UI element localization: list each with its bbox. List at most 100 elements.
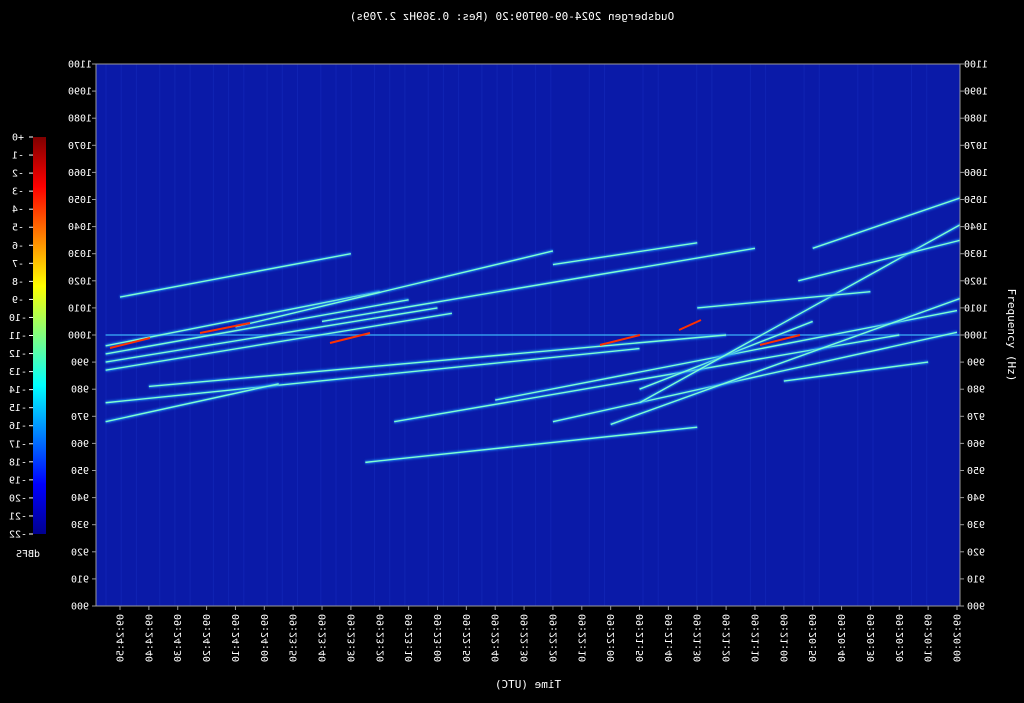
x-tick-label: 09:20:20 — [895, 614, 906, 662]
y-tick-label: 910 — [967, 574, 985, 585]
x-tick-label: 09:22:40 — [491, 614, 502, 662]
y-tick-label: 1050 — [964, 195, 988, 206]
colorbar-tick-label: -21 — [9, 511, 27, 522]
y-tick-label: 920 — [967, 547, 985, 558]
colorbar-tick-label: -17 — [9, 439, 27, 450]
meteor-trace — [105, 347, 640, 404]
x-tick-label: 09:24:10 — [231, 614, 242, 662]
y-tick-label: 980 — [71, 385, 89, 396]
colorbar-tick-label: -19 — [9, 475, 27, 486]
meteor-trace — [105, 383, 279, 423]
x-tick-label: 09:24:50 — [116, 614, 127, 662]
colorbar-ticks: +0 -1 -2 -3 -4 -5 -6 -7 -8 -9 -10 -11 -12 -13 -14 -15 -1… — [9, 133, 33, 541]
x-tick-label: 09:21:10 — [750, 614, 761, 662]
y-tick-label: 1050 — [68, 195, 92, 206]
x-tick-label: 09:20:10 — [924, 614, 935, 662]
x-tick-label: 09:21:40 — [664, 614, 675, 662]
meteor-trace — [321, 247, 756, 323]
meteor-trace — [697, 290, 871, 309]
colorbar-tick-label: -15 — [9, 403, 27, 414]
y-tick-label: 980 — [967, 385, 985, 396]
meteor-trace — [610, 297, 960, 426]
x-tick-label: 09:21:20 — [722, 614, 733, 662]
meteor-trace — [119, 253, 352, 298]
x-tick-label: 09:22:00 — [606, 614, 617, 662]
y-tick-label: 1060 — [68, 168, 92, 179]
meteor-trace — [639, 224, 960, 404]
colorbar-tick-label: -11 — [9, 331, 27, 342]
y-tick-label: 990 — [71, 358, 89, 369]
colorbar-tick-label: -5 — [12, 223, 24, 234]
y-tick-label: 940 — [71, 493, 89, 504]
high-intensity-spot — [759, 334, 801, 346]
y-tick-label: 1040 — [68, 222, 92, 233]
high-intensity-spot — [329, 332, 371, 344]
y-axis-left: 900 910 920 930 940 950 960 970 980 990 1000 1010 10… — [68, 60, 96, 613]
meteor-trace — [552, 242, 698, 266]
spectrogram-traces — [105, 64, 960, 606]
colorbar-tick-label: +0 — [12, 133, 24, 144]
high-intensity-spot — [599, 334, 641, 346]
x-tick-label: 09:23:20 — [375, 614, 386, 662]
high-intensity-spot — [199, 322, 251, 334]
colorbar-tick-label: -2 — [12, 169, 24, 180]
colorbar-tick-label: -9 — [12, 295, 24, 306]
y-tick-label: 1000 — [68, 331, 92, 342]
y-tick-label: 960 — [71, 439, 89, 450]
high-intensity-spot — [109, 337, 151, 349]
x-tick-label: 09:21:50 — [635, 614, 646, 662]
x-tick-label: 09:20:40 — [837, 614, 848, 662]
x-axis: 09:24:50 09:24:40 09:24:30 09:24:20 09:24:10… — [116, 606, 964, 662]
meteor-trace — [365, 426, 698, 464]
meteor-trace — [812, 197, 960, 249]
y-tick-label: 950 — [967, 466, 985, 477]
x-tick-label: 09:21:00 — [779, 614, 790, 662]
x-tick-label: 09:22:20 — [548, 614, 559, 662]
x-tick-label: 09:20:00 — [953, 614, 964, 662]
x-tick-label: 09:20:50 — [808, 614, 819, 662]
meteor-trace — [798, 239, 960, 282]
x-tick-label: 09:22:10 — [577, 614, 588, 662]
x-tick-label: 09:23:30 — [346, 614, 357, 662]
meteor-trace — [105, 299, 409, 355]
x-tick-label: 09:22:50 — [462, 614, 473, 662]
colorbar-tick-label: -22 — [9, 530, 27, 541]
colorbar-tick-label: -18 — [9, 457, 27, 468]
meteor-trace — [783, 361, 929, 382]
meteor-trace — [105, 290, 380, 347]
colorbar-tick-label: -6 — [12, 241, 24, 252]
colorbar-tick-label: -13 — [9, 367, 27, 378]
x-tick-label: 09:24:40 — [144, 614, 155, 662]
x-tick-label: 09:24:00 — [260, 614, 271, 662]
x-tick-label: 09:23:50 — [289, 614, 300, 662]
colorbar-tick-label: -14 — [9, 385, 27, 396]
x-tick-label: 09:23:10 — [404, 614, 415, 662]
y-tick-label: 900 — [967, 602, 985, 613]
y-tick-label: 920 — [71, 547, 89, 558]
y-tick-label: 1070 — [964, 141, 988, 152]
y-tick-label: 1060 — [964, 168, 988, 179]
y-tick-label: 1000 — [964, 331, 988, 342]
y-tick-label: 1020 — [68, 276, 92, 287]
y-tick-label: 1030 — [964, 249, 988, 260]
y-tick-label: 1070 — [68, 141, 92, 152]
y-tick-label: 1090 — [964, 87, 988, 98]
y-tick-label: 900 — [71, 602, 89, 613]
y-tick-label: 1030 — [68, 249, 92, 260]
y-tick-label: 960 — [967, 439, 985, 450]
y-axis-right: 900 910 920 930 940 950 960 970 980 990 1000 1010 10… — [960, 60, 988, 613]
high-intensity-spot — [678, 319, 702, 331]
x-tick-label: 09:24:20 — [202, 614, 213, 662]
colorbar-tick-label: -12 — [9, 349, 27, 360]
y-tick-label: 1100 — [68, 60, 92, 71]
y-tick-label: 930 — [71, 520, 89, 531]
colorbar-tick-label: -8 — [12, 277, 24, 288]
colorbar-tick-label: -1 — [12, 151, 24, 162]
colorbar-tick-label: -10 — [9, 313, 27, 324]
colorbar-tick-label: -3 — [12, 187, 24, 198]
x-tick-label: 09:23:00 — [433, 614, 444, 662]
y-tick-label: 940 — [967, 493, 985, 504]
y-tick-label: 1040 — [964, 222, 988, 233]
colorbar-tick-label: -7 — [12, 259, 24, 270]
